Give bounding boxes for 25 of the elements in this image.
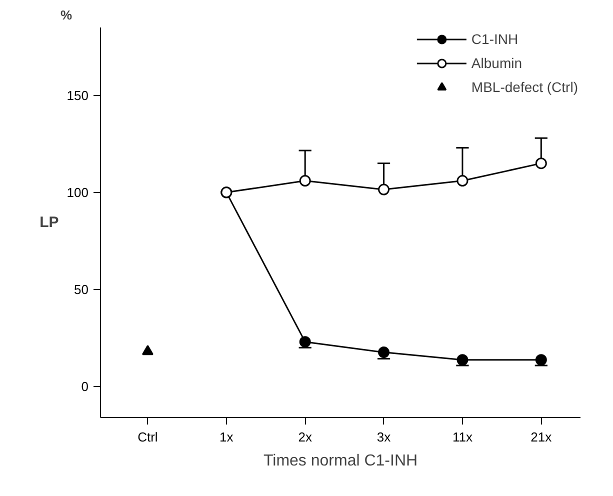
x-tick-label: 3x: [376, 430, 392, 444]
y-tick-label: 0: [81, 378, 89, 394]
point: [535, 158, 547, 170]
point: [535, 354, 547, 366]
point: [378, 346, 390, 358]
point: [456, 354, 468, 366]
x-tick-label: Ctrl: [138, 430, 158, 444]
x-tick-label: 1x: [220, 430, 234, 444]
point: [299, 336, 311, 348]
y-tick-label: 50: [74, 282, 89, 297]
x-tick-label: 2x: [298, 430, 312, 444]
x-tick-label: 11x: [452, 430, 473, 444]
legend-label: MBL-defect (Ctrl): [471, 79, 578, 95]
point: [299, 175, 311, 187]
x-tick-label: 21x: [530, 430, 552, 444]
y-tick-label: 100: [66, 184, 89, 200]
text: %: [60, 8, 72, 22]
x-axis-title: Times normal C1-INH: [263, 452, 418, 470]
point: [456, 175, 468, 187]
legend-label: C1-INH: [471, 31, 518, 47]
y-axis-title: LP: [40, 214, 59, 231]
y-tick-label: 150: [66, 88, 89, 103]
point: [378, 184, 390, 196]
legend-label: Albumin: [471, 55, 522, 71]
point: [142, 345, 154, 356]
